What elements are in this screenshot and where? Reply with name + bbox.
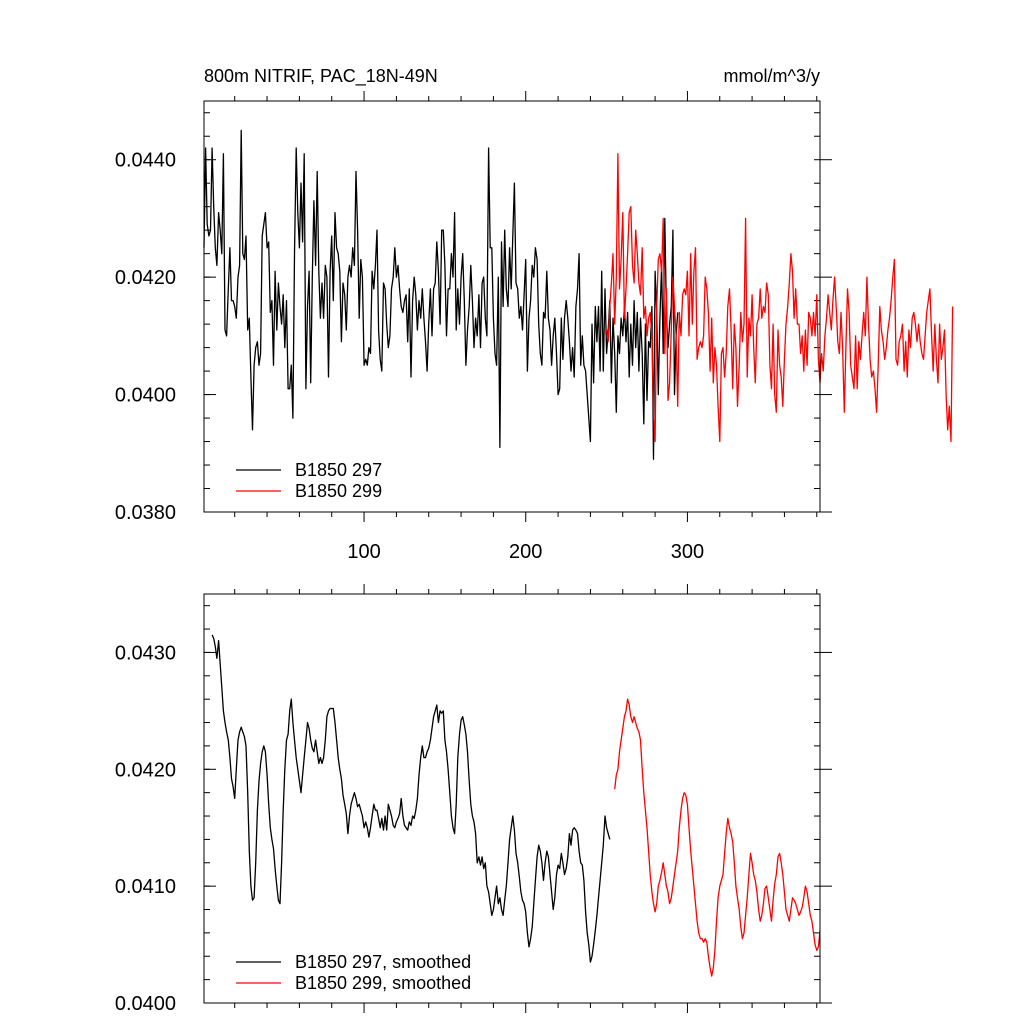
top-y-tick-label: 0.0400 — [115, 385, 176, 407]
top-x-tick-label: 100 — [347, 541, 380, 563]
legend-label-297: B1850 297 — [295, 460, 382, 480]
top-legend: B1850 297 B1850 299 — [236, 460, 382, 501]
top-panel: 800m NITRIF, PAC_18N-49N mmol/m^3/y 0.03… — [115, 66, 954, 563]
bottom-series-b1850-297-smoothed — [211, 634, 611, 963]
top-y-tick-label: 0.0440 — [115, 150, 176, 172]
bottom-panel: 0.0400 0.0410 0.0420 0.0430 B1850 297, smoo… — [115, 584, 832, 1015]
top-x-tick-label: 200 — [509, 541, 542, 563]
bottom-plot-frame — [203, 593, 821, 1004]
top-series-b1850-297 — [203, 129, 679, 460]
legend-label-299: B1850 299 — [295, 481, 382, 501]
chart-title-left: 800m NITRIF, PAC_18N-49N — [204, 66, 438, 87]
top-plot-frame — [203, 100, 821, 513]
legend-label-297-smoothed: B1850 297, smoothed — [295, 952, 471, 972]
chart-units-label: mmol/m^3/y — [724, 66, 820, 86]
legend-label-299-smoothed: B1850 299, smoothed — [295, 973, 471, 993]
bottom-plot-area — [211, 634, 821, 977]
bottom-y-tick-label: 0.0420 — [115, 759, 176, 781]
top-x-tick-label: 300 — [671, 541, 704, 563]
bottom-legend: B1850 297, smoothed B1850 299, smoothed — [236, 952, 471, 993]
bottom-y-tick-label: 0.0410 — [115, 876, 176, 898]
bottom-y-tick-label: 0.0400 — [115, 993, 176, 1015]
bottom-axes: 0.0400 0.0410 0.0420 0.0430 — [115, 584, 832, 1015]
bottom-y-tick-label: 0.0430 — [115, 642, 176, 664]
top-y-tick-label: 0.0420 — [115, 267, 176, 289]
bottom-series-b1850-299-smoothed — [614, 698, 821, 977]
top-plot-area — [203, 129, 954, 460]
top-series-b1850-299 — [605, 153, 954, 443]
top-y-tick-label: 0.0380 — [115, 502, 176, 524]
